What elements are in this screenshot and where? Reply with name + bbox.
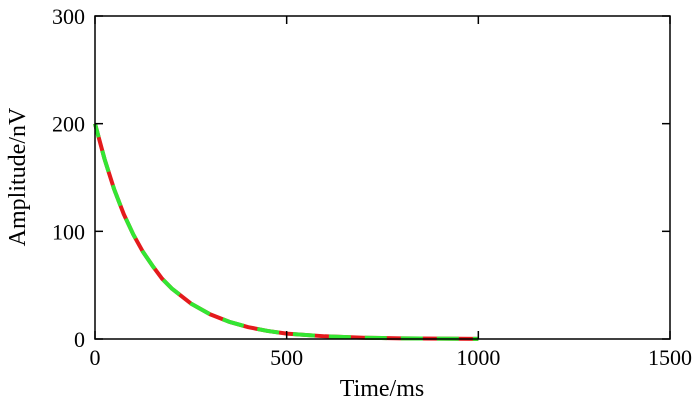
axis-ticks-group <box>94 15 671 340</box>
series-line-0 <box>93 123 479 341</box>
y-tick-label-200: 200 <box>52 112 85 137</box>
y-axis-label: Amplitude/nV <box>5 107 31 246</box>
series-line-1 <box>93 123 479 341</box>
x-tick-label-1500: 1500 <box>648 345 692 370</box>
plot-series-group <box>93 123 479 341</box>
x-tick-label-0: 0 <box>90 345 101 370</box>
y-tick-label-300: 300 <box>52 4 85 29</box>
x-tick-label-500: 500 <box>270 345 303 370</box>
x-axis-label: Time/ms <box>340 376 424 402</box>
x-tick-label-1000: 1000 <box>456 345 500 370</box>
y-tick-label-100: 100 <box>52 219 85 244</box>
tick-labels-group: 0 500 1000 1500 0 100 200 300 <box>52 4 692 370</box>
plot-frame <box>94 15 671 340</box>
y-tick-label-0: 0 <box>74 327 85 352</box>
